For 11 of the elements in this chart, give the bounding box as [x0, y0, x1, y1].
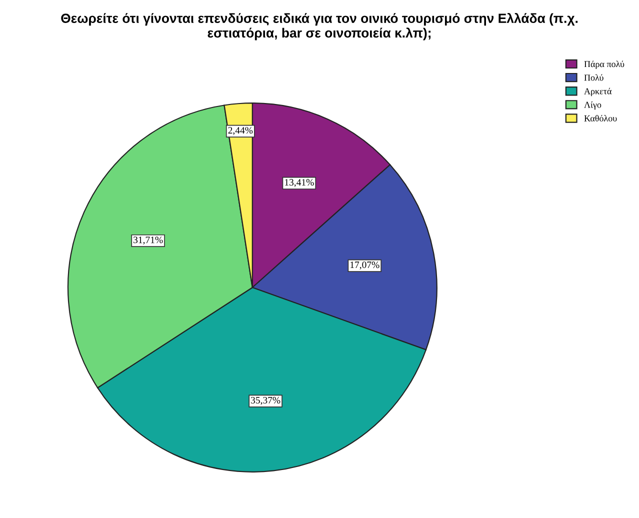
data-label: 17,07% — [350, 262, 380, 270]
data-label: 2,44% — [228, 127, 253, 136]
chart-title: Θεωρείτε ότι γίνονται επενδύσεις ειδικά για τον οινικό τουρισμό στην Ελλάδα (π.χ. εστιατόρια, bar σε οινοποιεία κ.λπ); — [61, 12, 578, 40]
data-label: 13,41% — [285, 179, 314, 187]
legend-label: Πάρα πολύ — [584, 60, 624, 69]
legend-label: Καθόλου — [584, 114, 617, 122]
legend-label: Λίγο — [584, 101, 602, 110]
data-label: 35,37% — [251, 396, 280, 405]
legend-label: Αρκετά — [584, 88, 612, 96]
legend-label: Πολύ — [584, 74, 604, 81]
data-label: 31,71% — [134, 236, 163, 245]
